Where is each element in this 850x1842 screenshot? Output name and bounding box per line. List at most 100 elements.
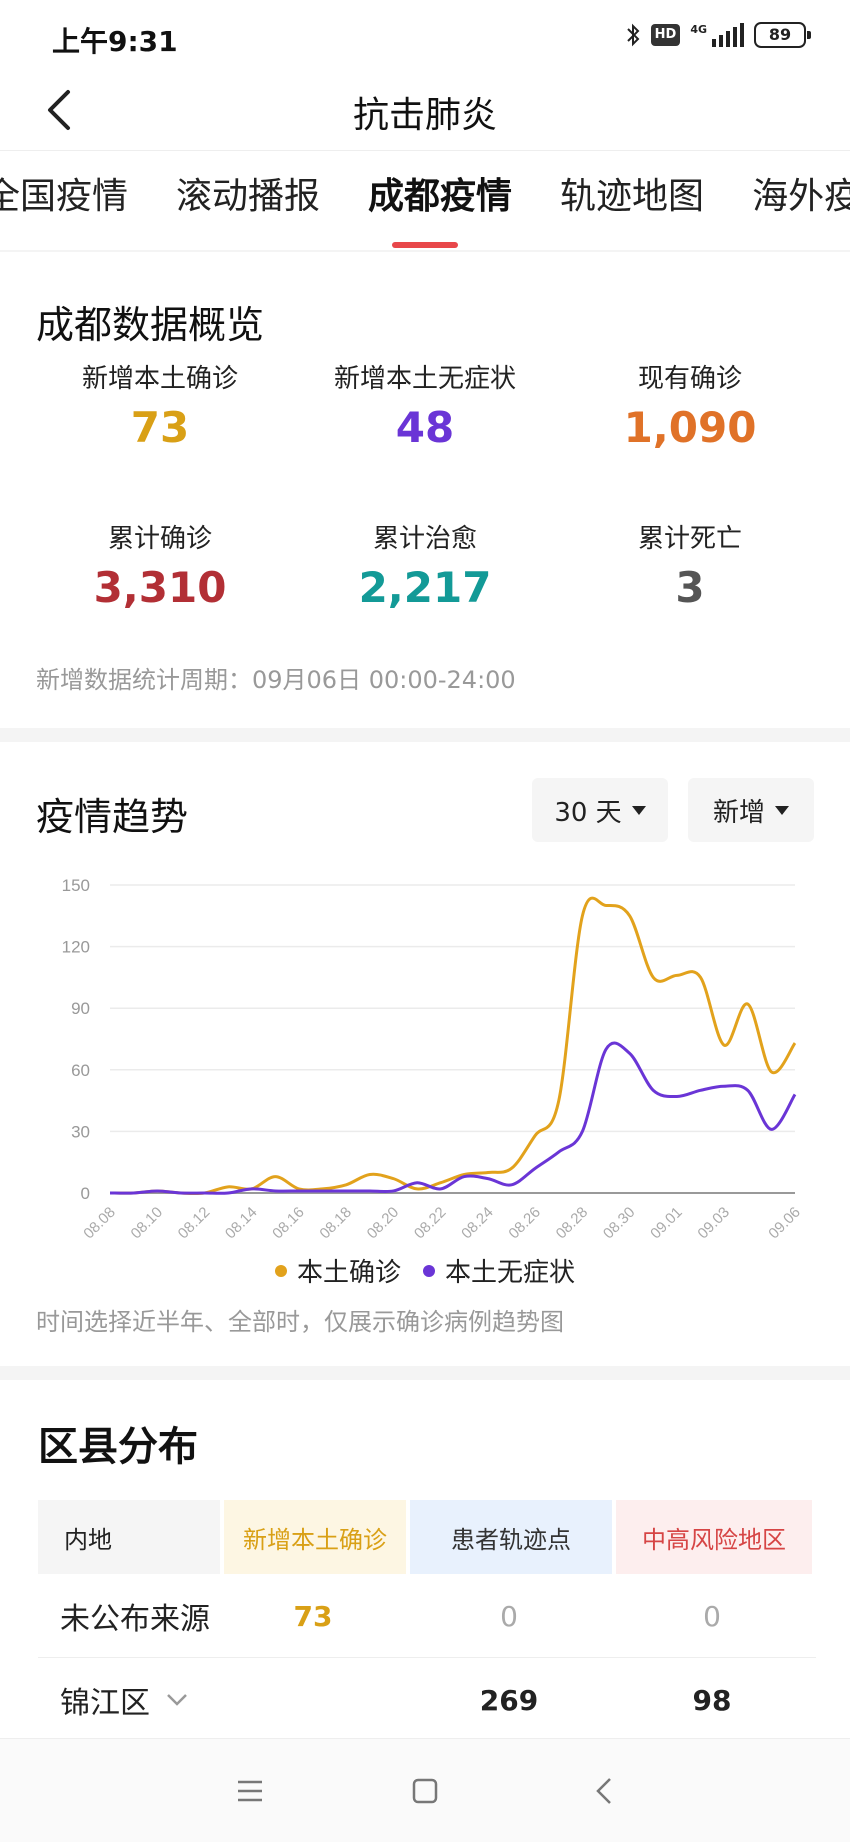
y-tick-label: 90 — [71, 999, 90, 1018]
row-risk-areas: 98 — [692, 1683, 732, 1717]
legend-dot — [423, 1264, 435, 1277]
stat-value: 1,090 — [623, 403, 757, 452]
status-bar: 上午9:31 HD 4G 89 — [0, 0, 850, 72]
trend-title: 疫情趋势 — [36, 795, 189, 839]
series-line-confirmed — [109, 896, 797, 1196]
tab-live-feed[interactable]: 滚动播报 — [176, 176, 321, 217]
district-title: 区县分布 — [38, 1424, 198, 1470]
back-button[interactable] — [30, 82, 86, 138]
stat-current-confirmed: 现有确诊 1,090 — [560, 362, 820, 456]
type-dropdown-value: 新增 — [712, 797, 765, 828]
stat-value: 2,217 — [358, 563, 492, 612]
tab-bar: 全国疫情 滚动播报 成都疫情 轨迹地图 海外疫情 — [0, 150, 850, 250]
y-tick-label: 30 — [71, 1122, 90, 1141]
row-name: 未公布来源 — [60, 1602, 210, 1637]
row-name-wrap: 锦江区 — [60, 1658, 188, 1742]
x-tick-label: 08.24 — [458, 1204, 497, 1243]
overview-title: 成都数据概览 — [36, 303, 265, 347]
caret-down-icon — [775, 805, 789, 815]
chart-legend: 本土确诊 本土无症状 — [0, 1252, 850, 1289]
signal-icon: 4G — [690, 23, 744, 47]
x-tick-label: 09.03 — [694, 1204, 733, 1243]
battery-icon: 89 — [754, 22, 811, 48]
table-row[interactable]: 锦江区 269 98 — [38, 1658, 816, 1742]
x-tick-label: 08.22 — [411, 1204, 450, 1243]
header-region[interactable]: 内地 — [38, 1500, 220, 1574]
active-tab-indicator — [392, 242, 458, 248]
row-track-points: 0 — [500, 1599, 518, 1633]
legend-item-asymptomatic[interactable]: 本土无症状 — [423, 1252, 575, 1289]
x-tick-label: 08.10 — [127, 1204, 166, 1243]
stat-total-deaths: 累计死亡 3 — [560, 522, 820, 616]
legend-item-confirmed[interactable]: 本土确诊 — [274, 1252, 401, 1289]
table-header: 内地 新增本土确诊 患者轨迹点 中高风险地区 — [38, 1500, 816, 1574]
section-divider — [0, 1366, 850, 1380]
x-tick-label: 08.12 — [175, 1204, 214, 1243]
x-tick-label: 08.08 — [80, 1204, 119, 1243]
x-tick-label: 08.14 — [222, 1204, 261, 1243]
y-tick-label: 0 — [81, 1184, 90, 1203]
row-new-local — [222, 1658, 404, 1742]
nav-back-button[interactable] — [580, 1767, 628, 1815]
trend-chart[interactable]: 0 30 60 90 120 150 08.08 08.10 08.12 08.14 08.16 08… — [0, 860, 850, 1260]
y-tick-label: 150 — [62, 876, 90, 895]
x-tick-label: 08.20 — [364, 1204, 403, 1243]
row-new-local: 73 — [293, 1599, 333, 1633]
legend-label: 本土无症状 — [445, 1258, 576, 1288]
type-dropdown[interactable]: 新增 — [688, 778, 814, 842]
bluetooth-icon — [625, 22, 641, 48]
page-title: 抗击肺炎 — [352, 95, 497, 136]
row-risk-areas: 0 — [703, 1599, 721, 1633]
stat-label: 现有确诊 — [637, 364, 742, 394]
header-risk-areas[interactable]: 中高风险地区 — [616, 1500, 812, 1574]
chart-note: 时间选择近半年、全部时，仅展示确诊病例趋势图 — [36, 1308, 564, 1336]
network-type: 4G — [690, 23, 707, 36]
chevron-down-icon[interactable] — [166, 1693, 188, 1707]
district-table: 内地 新增本土确诊 患者轨迹点 中高风险地区 未公布来源 73 0 0 锦江区 … — [38, 1500, 816, 1742]
hd-badge: HD — [650, 24, 681, 46]
stat-total-confirmed: 累计确诊 3,310 — [30, 522, 290, 616]
x-tick-label: 08.18 — [316, 1204, 355, 1243]
stat-new-local-asymptomatic: 新增本土无症状 48 — [295, 362, 555, 456]
header-track-points[interactable]: 患者轨迹点 — [410, 1500, 612, 1574]
stat-label: 累计死亡 — [637, 524, 742, 554]
y-tick-label: 60 — [71, 1061, 90, 1080]
stat-label: 新增本土无症状 — [333, 364, 516, 394]
stat-value: 73 — [130, 403, 190, 452]
stat-total-cured: 累计治愈 2,217 — [295, 522, 555, 616]
section-divider — [0, 728, 850, 742]
x-tick-label: 09.06 — [765, 1204, 804, 1243]
range-dropdown[interactable]: 30 天 — [532, 778, 668, 842]
row-track-points: 269 — [479, 1683, 539, 1717]
home-button[interactable] — [401, 1767, 449, 1815]
stat-label: 新增本土确诊 — [81, 364, 238, 394]
tab-chengdu[interactable]: 成都疫情 — [368, 176, 513, 217]
system-nav-bar — [0, 1738, 850, 1842]
stat-value: 3,310 — [93, 563, 227, 612]
tab-track-map[interactable]: 轨迹地图 — [560, 176, 705, 217]
x-tick-label: 08.16 — [269, 1204, 308, 1243]
series-line-asymptomatic — [109, 1041, 797, 1195]
legend-dot — [274, 1264, 287, 1277]
x-tick-label: 08.26 — [505, 1204, 544, 1243]
legend-label: 本土确诊 — [296, 1258, 401, 1288]
chevron-left-icon — [48, 90, 70, 130]
range-dropdown-value: 30 天 — [554, 797, 622, 828]
back-triangle-icon — [596, 1778, 611, 1804]
stat-value: 3 — [675, 563, 705, 612]
x-tick-label: 08.30 — [600, 1204, 639, 1243]
status-time: 上午9:31 — [52, 25, 178, 58]
tab-national[interactable]: 全国疫情 — [0, 176, 129, 217]
stats-period: 新增数据统计周期：09月06日 00:00-24:00 — [36, 666, 516, 694]
tab-overseas[interactable]: 海外疫情 — [752, 176, 850, 217]
menu-button[interactable] — [226, 1767, 274, 1815]
table-row[interactable]: 未公布来源 73 0 0 — [38, 1574, 816, 1658]
y-tick-label: 120 — [62, 938, 90, 957]
stat-label: 累计确诊 — [107, 524, 212, 554]
divider — [0, 250, 850, 252]
status-icons: HD 4G 89 — [625, 22, 811, 48]
stat-value: 48 — [395, 403, 455, 452]
row-name: 锦江区 — [60, 1686, 150, 1721]
header-new-local[interactable]: 新增本土确诊 — [224, 1500, 406, 1574]
